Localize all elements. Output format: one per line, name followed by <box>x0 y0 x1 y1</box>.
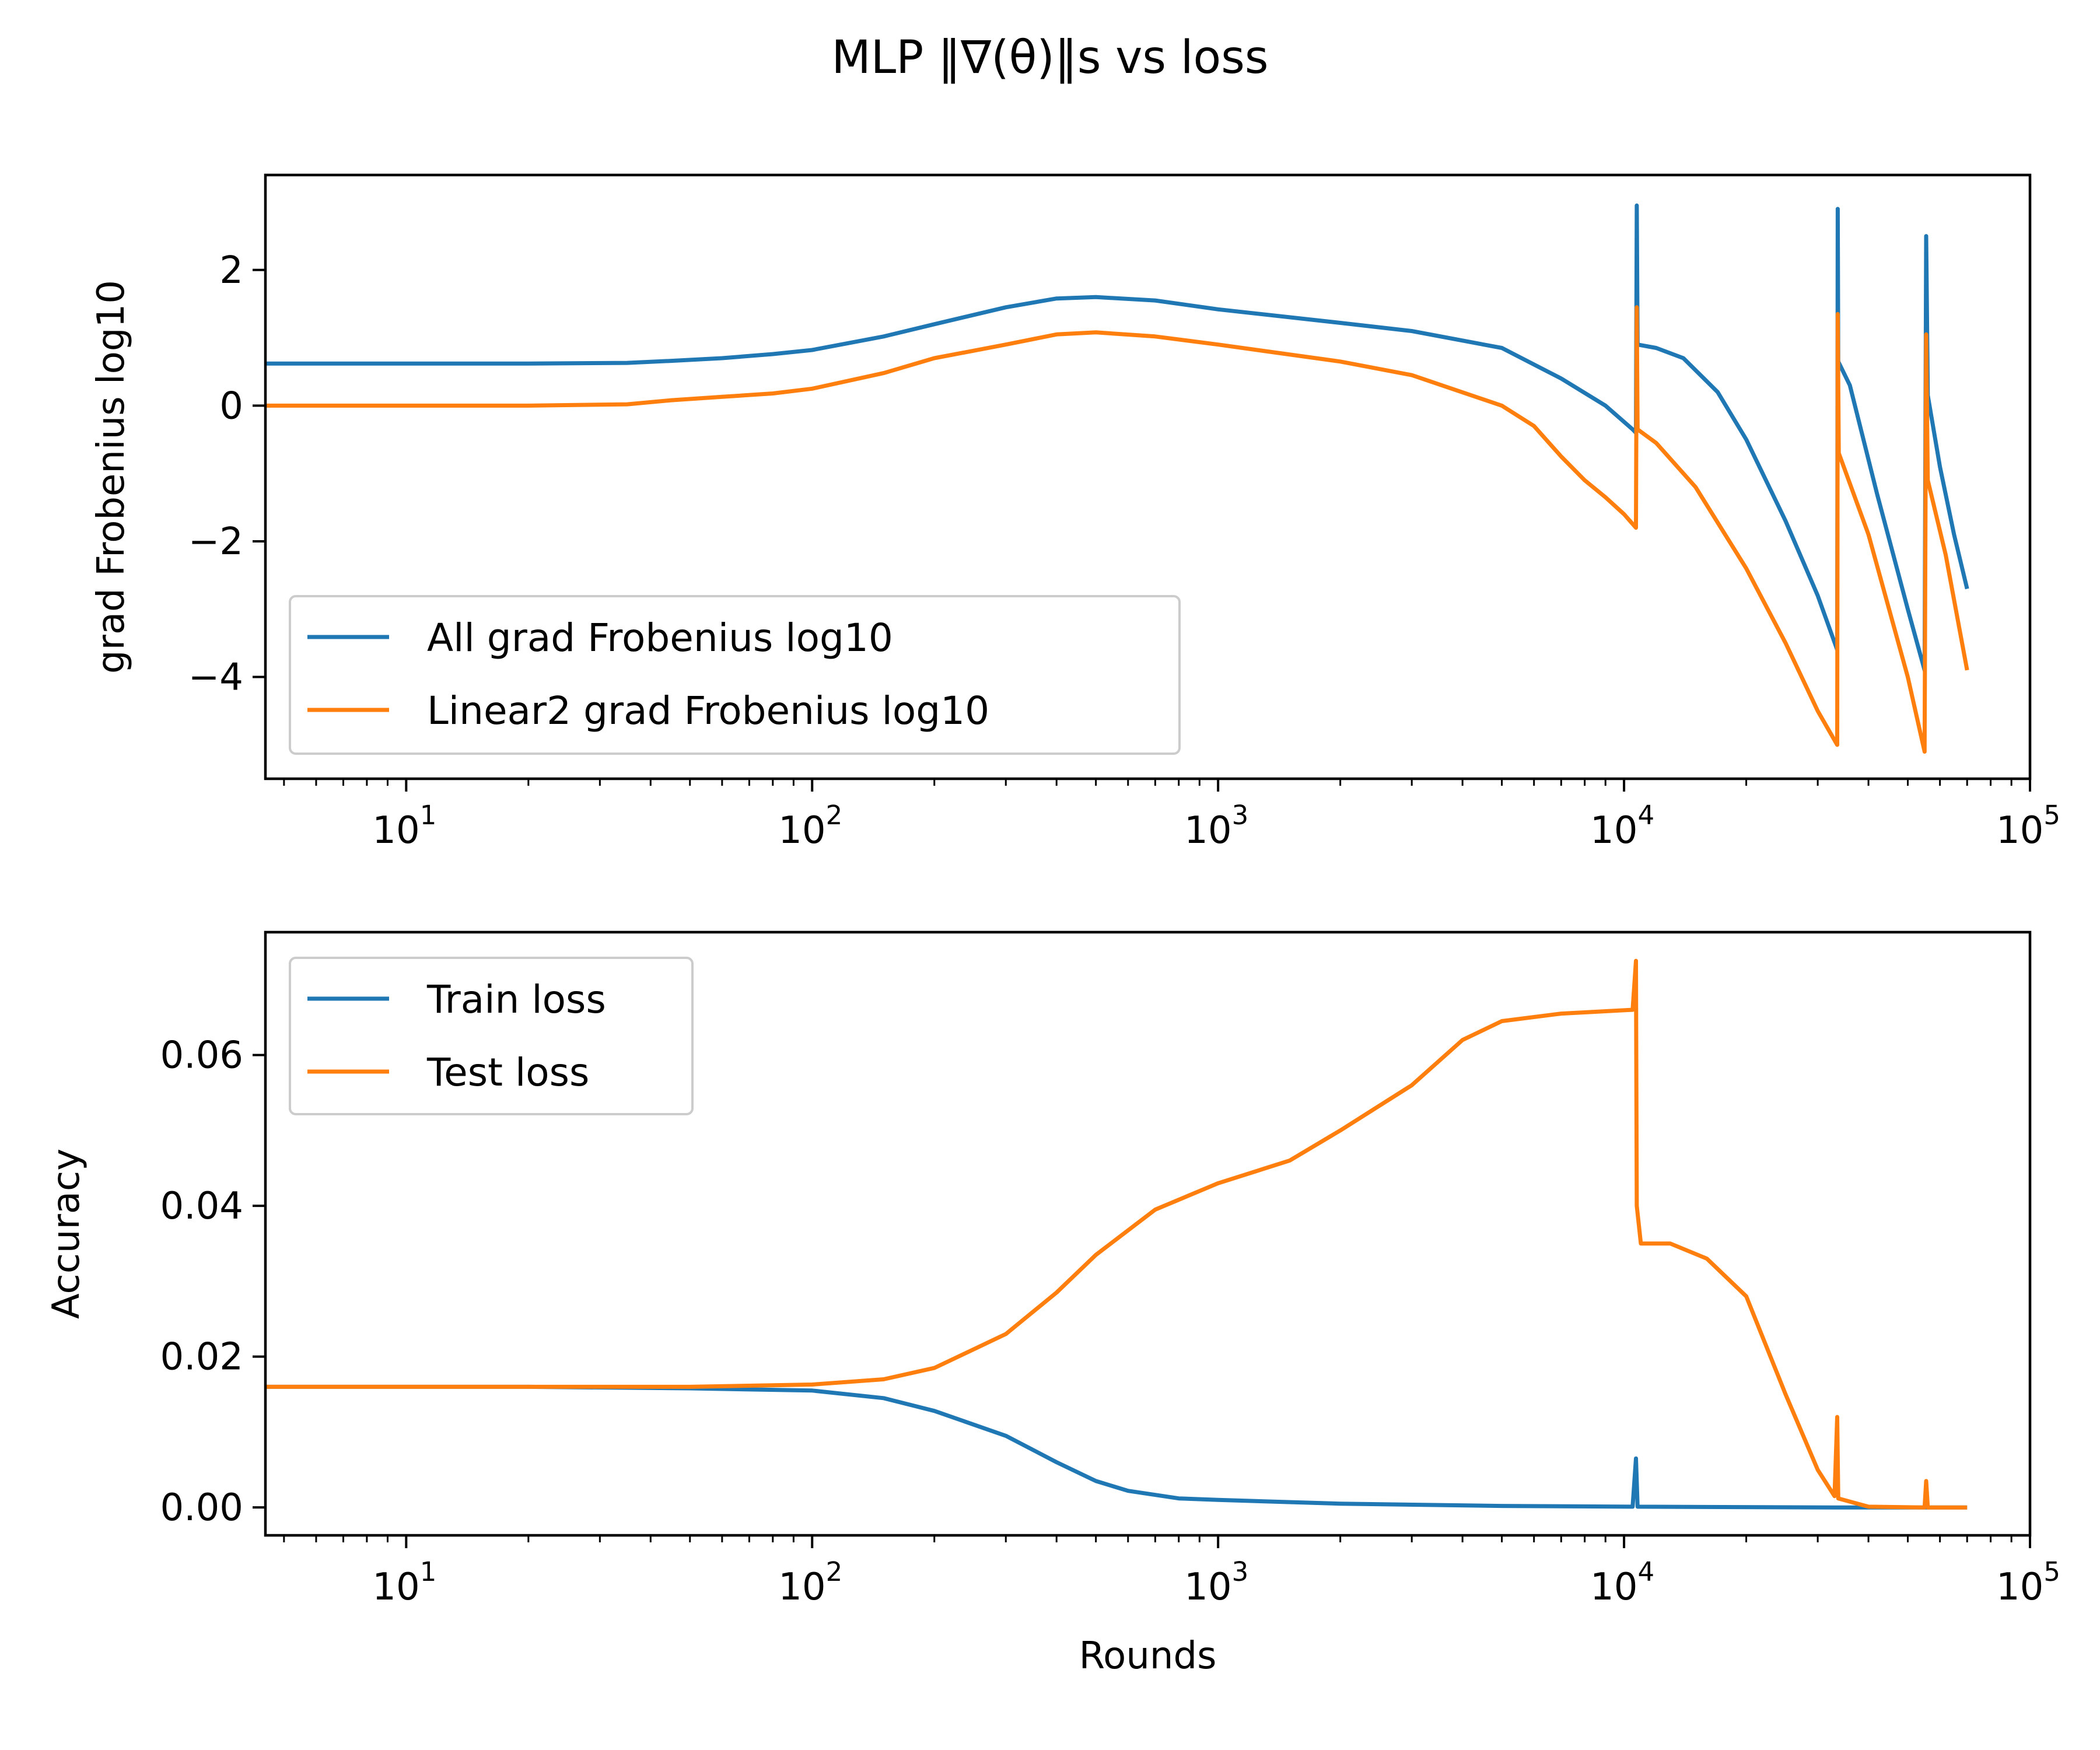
x-tick-label: 101 <box>372 800 436 852</box>
legend: All grad Frobenius log10 Linear2 grad Fro… <box>289 595 1181 755</box>
figure-title: MLP ‖∇(θ)‖s vs loss <box>831 32 1268 84</box>
series-group <box>265 958 1968 1510</box>
legend-label: Train loss <box>426 977 606 1022</box>
y-tick-label: 0.02 <box>160 1336 244 1379</box>
y-tick-label: 0.06 <box>160 1034 244 1077</box>
series-line-2 <box>265 958 1968 1510</box>
x-tick-label: 104 <box>1590 800 1654 852</box>
y-axis-label: grad Frobenius log10 <box>90 280 133 674</box>
axes-frame <box>264 930 2032 1537</box>
series-line-2 <box>265 305 1969 754</box>
legend-box <box>289 595 1181 755</box>
x-tick-label: 103 <box>1184 800 1248 852</box>
legend-label: Test loss <box>426 1050 589 1095</box>
legend-box <box>289 957 694 1115</box>
y-tick-label: 2 <box>219 249 243 292</box>
axes-frame <box>264 173 2032 780</box>
x-tick-label: 105 <box>1996 800 2060 852</box>
legend-label: All grad Frobenius log10 <box>427 615 893 660</box>
x-tick-label: 105 <box>1996 1556 2060 1609</box>
series-group <box>265 203 1969 754</box>
y-tick-label: 0.04 <box>160 1185 244 1228</box>
grad-norm-axes: 101 102 103 104 105 −4 −2 0 2 grad Frobenius log1… <box>90 173 2060 852</box>
y-tick-label: 0.00 <box>160 1486 244 1530</box>
y-tick-label: 0 <box>219 384 243 428</box>
y-tick-label: −2 <box>188 520 243 564</box>
x-tick-label: 104 <box>1590 1556 1654 1609</box>
y-axis-label: Accuracy <box>45 1149 88 1319</box>
x-tick-label: 102 <box>778 1556 842 1609</box>
y-tick-label: −4 <box>188 656 243 699</box>
legend-label: Linear2 grad Frobenius log10 <box>427 688 989 733</box>
x-tick-label: 103 <box>1184 1556 1248 1609</box>
legend: Train loss Test loss <box>289 957 694 1115</box>
x-tick-label: 102 <box>778 800 842 852</box>
series-line-1 <box>265 1384 1968 1510</box>
x-tick-label: 101 <box>372 1556 436 1609</box>
x-axis-label: Rounds <box>1079 1634 1217 1678</box>
loss-axes: 101 102 103 104 105 0.00 0.02 0.04 0.06 Accuracy R… <box>45 930 2060 1678</box>
